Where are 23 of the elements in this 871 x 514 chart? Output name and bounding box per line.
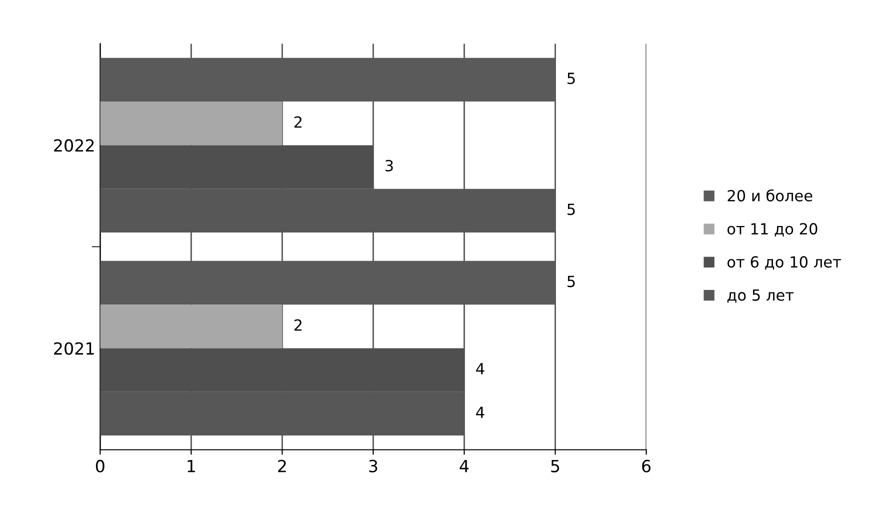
data-label: 2 <box>294 319 302 331</box>
legend-label: от 6 до 10 лет <box>727 256 841 270</box>
x-tick-label: 6 <box>642 460 651 472</box>
data-label: 4 <box>476 406 484 418</box>
data-label: 5 <box>568 276 575 288</box>
data-label: 5 <box>568 204 575 216</box>
data-label: 5 <box>568 72 575 84</box>
bar <box>100 102 282 146</box>
data-label: 4 <box>476 363 484 374</box>
legend-label: до 5 лет <box>727 289 794 303</box>
x-tick-label: 4 <box>460 460 469 472</box>
bar <box>100 304 282 348</box>
legend-label: 20 и более <box>728 189 812 202</box>
x-tick-label: 2 <box>278 460 286 472</box>
x-tick-label: 1 <box>188 460 195 472</box>
x-tick-label: 0 <box>96 460 104 472</box>
y-tick-label: 2022 <box>54 139 94 152</box>
legend-label: от 11 до 20 <box>727 223 818 236</box>
data-label: 2 <box>294 116 302 128</box>
data-label: 3 <box>386 160 393 172</box>
x-tick-label: 5 <box>551 460 560 472</box>
y-tick-label: 2021 <box>54 342 94 355</box>
x-tick-label: 3 <box>369 460 378 472</box>
